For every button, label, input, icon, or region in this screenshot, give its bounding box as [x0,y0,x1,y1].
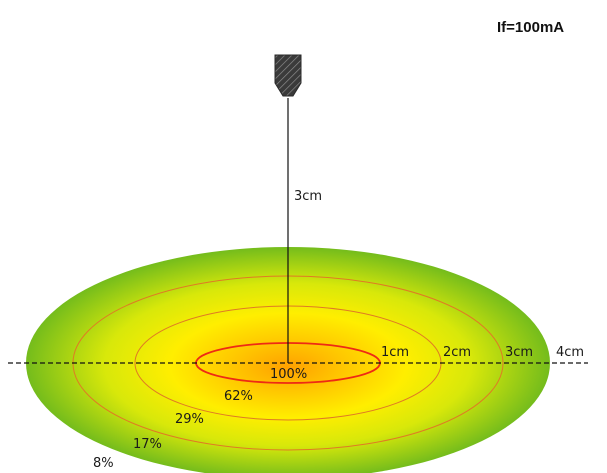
height-label: 3cm [294,189,322,204]
distance-label-4cm: 4cm [556,345,584,360]
intensity-label-29: 29% [175,412,204,427]
intensity-label-62: 62% [224,389,253,404]
distance-label-3cm: 3cm [505,345,533,360]
current-label: If=100mA [497,19,564,36]
ir-led-emitter-icon [274,54,302,97]
distance-label-2cm: 2cm [443,345,471,360]
distance-label-1cm: 1cm [381,345,409,360]
intensity-label-8: 8% [93,456,114,471]
intensity-label-100: 100% [270,367,307,382]
intensity-label-17: 17% [133,437,162,452]
